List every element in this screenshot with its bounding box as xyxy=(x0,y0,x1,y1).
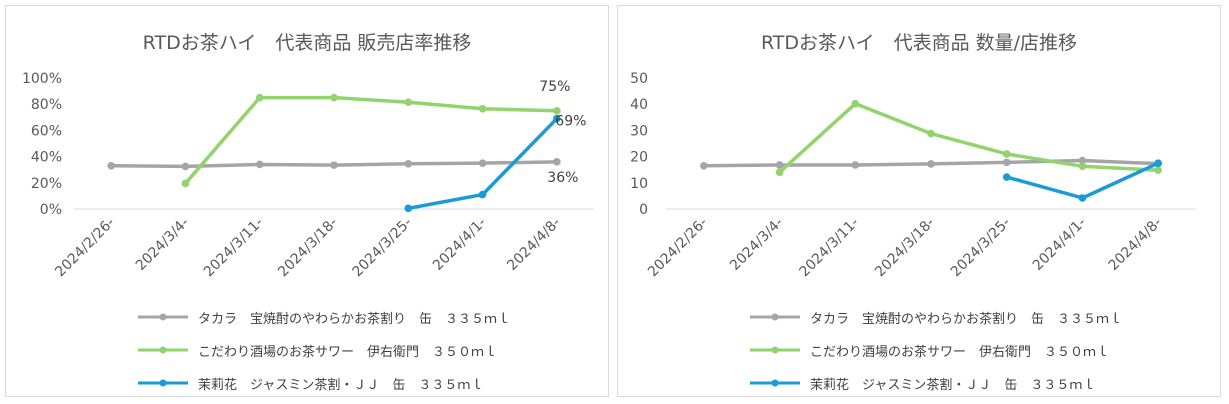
x-tick-label: 2024/3/11- xyxy=(201,215,267,281)
legend-label: 茉莉花 ジャスミン茶割・ＪＪ 缶 ３３５ｍｌ xyxy=(810,377,1096,393)
legend-item-jasmine: 茉莉花 ジャスミン茶割・ＪＪ 缶 ３３５ｍｌ xyxy=(748,373,1095,393)
data-label: 36% xyxy=(547,170,578,186)
data-point xyxy=(851,161,860,169)
x-tick-label: 2024/4/1- xyxy=(430,215,489,274)
y-tick-label: 40% xyxy=(31,150,62,166)
data-point xyxy=(255,93,264,102)
y-tick-label: 20% xyxy=(31,176,62,192)
data-point xyxy=(330,93,338,102)
x-tick-label: 2024/3/18- xyxy=(275,215,341,281)
legend-marker-jasmine xyxy=(748,373,802,393)
y-tick-label: 20 xyxy=(630,150,648,166)
data-point xyxy=(775,168,784,177)
legend-item-takara: タカラ 宝焼酎のやわらかお茶割り 缶 ３３５ｍｌ xyxy=(748,307,1122,327)
data-point xyxy=(478,104,487,113)
legend-marker-kodawari xyxy=(748,340,802,360)
data-label: 69% xyxy=(555,114,586,130)
data-label: 75% xyxy=(539,79,570,95)
data-point xyxy=(1078,156,1087,165)
x-tick-label: 2024/3/4- xyxy=(133,215,192,274)
data-point xyxy=(255,160,264,169)
chart-panel-quantity-per-store: RTDお茶ハイ 代表商品 数量/店推移 0 10 20 30 40 50 2024/2/26… xyxy=(617,5,1221,397)
data-point xyxy=(404,160,413,168)
legend-label: タカラ 宝焼酎のやわらかお茶割り 缶 ３３５ｍｌ xyxy=(198,311,511,327)
legend-item-takara: タカラ 宝焼酎のやわらかお茶割り 缶 ３３５ｍｌ xyxy=(136,307,510,327)
legend-label: こだわり酒場のお茶サワー 伊右衛門 ３５０ｍｌ xyxy=(198,344,498,360)
data-point xyxy=(404,204,413,213)
legend-label: タカラ 宝焼酎のやわらかお茶割り 缶 ３３５ｍｌ xyxy=(810,311,1123,327)
x-tick-label: 2024/2/26- xyxy=(645,215,711,281)
legend-label: こだわり酒場のお茶サワー 伊右衛門 ３５０ｍｌ xyxy=(810,344,1110,360)
y-tick-label: 30 xyxy=(630,123,648,139)
x-tick-label: 2024/4/8- xyxy=(1106,215,1165,274)
x-tick-label: 2024/3/11- xyxy=(796,215,862,281)
data-point xyxy=(553,106,561,115)
y-tick-label: 10 xyxy=(630,176,648,192)
x-tick-label: 2024/4/8- xyxy=(504,215,563,274)
series-line xyxy=(183,95,559,186)
chart-title: RTDお茶ハイ 代表商品 販売店率推移 xyxy=(142,32,472,54)
data-point xyxy=(330,161,338,169)
x-tick-label: 2024/3/4- xyxy=(727,215,786,274)
y-tick-label: 40 xyxy=(630,97,648,113)
series-line xyxy=(777,101,1160,175)
chart-panel-sales-rate: RTDお茶ハイ 代表商品 販売店率推移 0% 20% 40% 60% 80% 100% 20… xyxy=(5,5,609,397)
data-point xyxy=(1078,162,1087,171)
x-tick-label: 2024/3/25- xyxy=(948,215,1014,281)
data-point xyxy=(181,162,190,171)
data-point xyxy=(1078,194,1087,202)
data-point xyxy=(775,161,784,169)
data-point xyxy=(1154,166,1162,175)
x-tick-label: 2024/4/1- xyxy=(1030,215,1089,274)
x-tick-label: 2024/3/25- xyxy=(349,215,415,281)
data-point xyxy=(851,99,860,108)
y-tick-label: 0% xyxy=(40,202,62,218)
chart-title: RTDお茶ハイ 代表商品 数量/店推移 xyxy=(760,32,1078,54)
data-point xyxy=(1002,150,1011,158)
y-tick-label: 50 xyxy=(630,71,648,87)
data-point xyxy=(553,114,561,123)
data-point xyxy=(1002,173,1011,181)
data-point xyxy=(553,158,561,166)
legend-item-kodawari: こだわり酒場のお茶サワー 伊右衛門 ３５０ｍｌ xyxy=(136,340,497,360)
data-point xyxy=(478,159,487,167)
data-point xyxy=(700,161,708,170)
quantity-per-store-chart: 0 10 20 30 40 50 2024/2/26- 2024/3/4- 2024/3/11-… xyxy=(630,71,1196,281)
legend-item-kodawari: こだわり酒場のお茶サワー 伊右衛門 ３５０ｍｌ xyxy=(748,340,1109,360)
y-tick-label: 60% xyxy=(31,123,62,139)
data-point xyxy=(1002,158,1011,167)
sales-rate-chart: 0%20%40%60%80%100%2024/2/26- 2024/3/4- 202… xyxy=(22,71,594,281)
x-tick-label: 2024/2/26- xyxy=(52,215,118,281)
data-point xyxy=(927,129,935,138)
data-point xyxy=(1154,159,1162,167)
legend-label: 茉莉花 ジャスミン茶割・ＪＪ 缶 ３３５ｍｌ xyxy=(198,377,484,393)
legend-marker-takara xyxy=(136,307,190,327)
data-point xyxy=(478,190,487,199)
legend-marker-kodawari xyxy=(136,340,190,360)
y-tick-label: 100% xyxy=(22,71,62,87)
data-point xyxy=(404,98,413,107)
data-point xyxy=(107,161,115,170)
legend-marker-takara xyxy=(748,307,802,327)
x-tick-label: 2024/3/18- xyxy=(872,215,938,281)
y-tick-label: 0 xyxy=(639,202,648,218)
y-tick-label: 80% xyxy=(31,97,62,113)
data-point xyxy=(181,179,190,188)
data-point xyxy=(927,160,935,168)
legend-item-jasmine: 茉莉花 ジャスミン茶割・ＪＪ 缶 ３３５ｍｌ xyxy=(136,373,483,393)
legend-marker-jasmine xyxy=(136,373,190,393)
